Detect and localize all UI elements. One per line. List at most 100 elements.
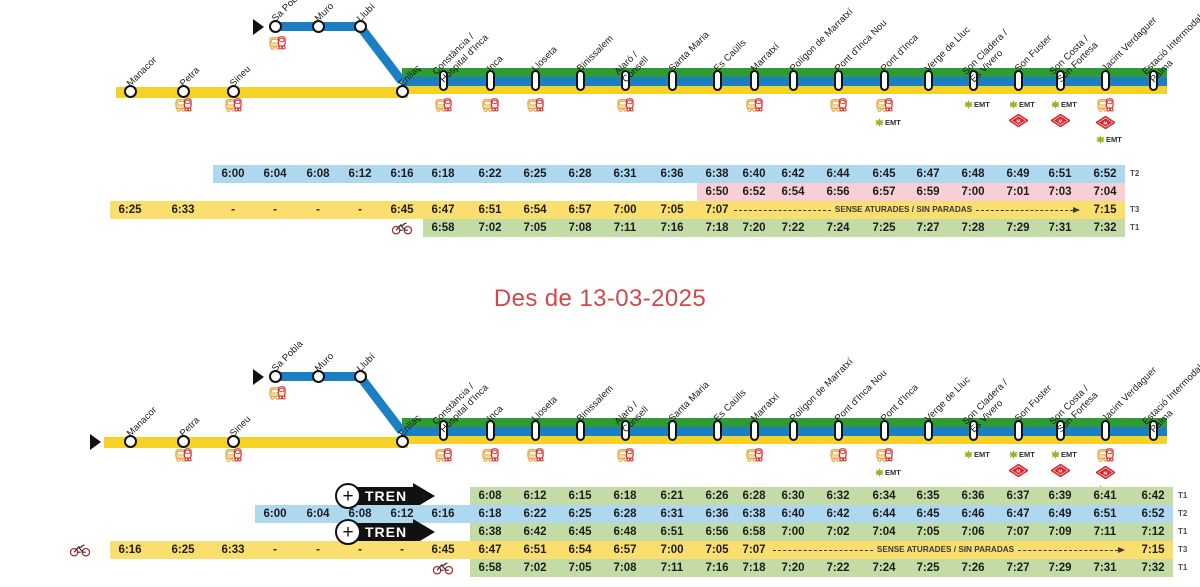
time-cell: 7:27: [1006, 562, 1030, 574]
station-stop-pol-gon-de-marratx-[interactable]: [788, 70, 798, 91]
station-stop-estaci-intermodal-palma[interactable]: [1148, 420, 1158, 441]
station-stop-llub-[interactable]: [353, 370, 367, 383]
station-stop-lloseta[interactable]: [530, 420, 540, 441]
time-cell: 7:00: [961, 186, 985, 198]
train-transfer-badge[interactable]: + TREN: [335, 483, 436, 509]
svg-text:M: M: [1017, 469, 1021, 474]
svg-text:M: M: [1104, 121, 1108, 126]
time-cell: 6:38: [742, 508, 766, 520]
station-stop-sineu[interactable]: [226, 435, 240, 448]
train-transfer-badge[interactable]: + TREN: [335, 519, 436, 545]
time-cell: 6:25: [568, 508, 592, 520]
station-stop-verge-de-lluc[interactable]: [923, 70, 933, 91]
time-cell: 6:16: [118, 544, 142, 556]
station-stop-marratx-[interactable]: [749, 70, 759, 91]
time-cell: 6:33: [221, 544, 245, 556]
station-stop-marratx-[interactable]: [749, 420, 759, 441]
station-stop-sa-pobla[interactable]: [268, 370, 282, 383]
station-stop-santa-maria[interactable]: [667, 70, 677, 91]
time-cell: 6:49: [1048, 508, 1072, 520]
station-stop-pont-d-inca[interactable]: [879, 70, 889, 91]
station-stop-sineu[interactable]: [226, 85, 240, 98]
time-cell: 7:04: [1093, 186, 1117, 198]
station-stop-petra[interactable]: [176, 435, 190, 448]
time-cell: 7:11: [660, 562, 684, 574]
station-stop-son-costa-son-fortesa[interactable]: [1055, 420, 1065, 441]
station-stop-son-cladera-es-vivero[interactable]: [968, 420, 978, 441]
station-stop-alar-consell[interactable]: [620, 420, 630, 441]
time-cell: 6:40: [742, 168, 766, 180]
station-stop-pont-d-inca-nou[interactable]: [833, 70, 843, 91]
time-cell: 7:20: [742, 222, 766, 234]
bus-icon: [435, 98, 452, 114]
station-stop-const-ncia-hospital-d-inca[interactable]: [438, 420, 448, 441]
time-cell: 6:58: [478, 562, 502, 574]
line-diagram-current: Sa Pobla Muro Llubí Manacor Petra Sineu Enllaç…: [0, 0, 1200, 160]
time-cell: 6:28: [742, 490, 766, 502]
station-stop-son-cladera-es-vivero[interactable]: [968, 70, 978, 91]
time-cell: 7:05: [705, 544, 729, 556]
time-cell: 6:15: [568, 490, 592, 502]
station-stop-son-fuster[interactable]: [1013, 420, 1023, 441]
time-cell: 7:02: [826, 526, 850, 538]
line-main-band: [402, 68, 1167, 94]
station-label: Sa Pobla: [269, 338, 306, 375]
station-stop-son-fuster[interactable]: [1013, 70, 1023, 91]
station-stop-lloseta[interactable]: [530, 70, 540, 91]
time-cell: 6:38: [705, 168, 729, 180]
station-stop-santa-maria[interactable]: [667, 420, 677, 441]
bus-icon: [876, 448, 893, 464]
line-yellow-west: [104, 437, 408, 448]
time-cell: 6:32: [826, 490, 850, 502]
station-stop-sa-pobla[interactable]: [268, 20, 282, 33]
bus-icon: [482, 448, 499, 464]
bus-icon: [269, 386, 286, 402]
station-stop-const-ncia-hospital-d-inca[interactable]: [438, 70, 448, 91]
station-label: Manacor: [124, 404, 160, 440]
station-stop-son-costa-son-fortesa[interactable]: [1055, 70, 1065, 91]
time-cell: 6:47: [916, 168, 940, 180]
station-stop-muro[interactable]: [311, 20, 325, 33]
station-stop-enlla-[interactable]: [395, 85, 409, 98]
station-stop-pont-d-inca-nou[interactable]: [833, 420, 843, 441]
time-cell: 6:58: [431, 222, 455, 234]
time-cell: 7:25: [872, 222, 896, 234]
station-stop-binissalem[interactable]: [575, 70, 585, 91]
bus-icon: [617, 98, 634, 114]
station-stop-pol-gon-de-marratx-[interactable]: [788, 420, 798, 441]
bus-icon: [175, 98, 192, 114]
time-cell: 6:47: [478, 544, 502, 556]
station-stop-alar-consell[interactable]: [620, 70, 630, 91]
station-stop-manacor[interactable]: [123, 435, 137, 448]
time-cell: 6:51: [478, 204, 502, 216]
time-cell: 6:12: [390, 508, 414, 520]
station-stop-jacint-verdaguer[interactable]: [1100, 70, 1110, 91]
station-stop-es-ca-lls[interactable]: [712, 70, 722, 91]
time-cell: 6:16: [431, 508, 455, 520]
station-stop-manacor[interactable]: [123, 85, 137, 98]
time-cell: 6:30: [781, 490, 805, 502]
station-label: Sineu: [227, 413, 254, 440]
emt-bus-icon: EMT: [1096, 134, 1123, 145]
time-cell: 6:45: [390, 204, 414, 216]
station-stop-inca[interactable]: [485, 70, 495, 91]
station-stop-es-ca-lls[interactable]: [712, 420, 722, 441]
time-cell: 6:41: [1093, 490, 1117, 502]
station-stop-pont-d-inca[interactable]: [879, 420, 889, 441]
station-stop-estaci-intermodal-palma[interactable]: [1148, 70, 1158, 91]
bus-icon: [830, 98, 847, 114]
station-stop-jacint-verdaguer[interactable]: [1100, 420, 1110, 441]
time-cell: -: [273, 204, 277, 216]
station-stop-inca[interactable]: [485, 420, 495, 441]
time-cell: 6:47: [431, 204, 455, 216]
station-stop-petra[interactable]: [176, 85, 190, 98]
time-cell: 7:18: [742, 562, 766, 574]
station-stop-binissalem[interactable]: [575, 420, 585, 441]
emt-bus-icon: EMT: [964, 99, 991, 110]
station-stop-muro[interactable]: [311, 370, 325, 383]
time-cell: 6:58: [742, 526, 766, 538]
station-stop-verge-de-lluc[interactable]: [923, 420, 933, 441]
station-stop-llub-[interactable]: [353, 20, 367, 33]
time-cell: 6:45: [568, 526, 592, 538]
station-stop-enlla-[interactable]: [395, 435, 409, 448]
